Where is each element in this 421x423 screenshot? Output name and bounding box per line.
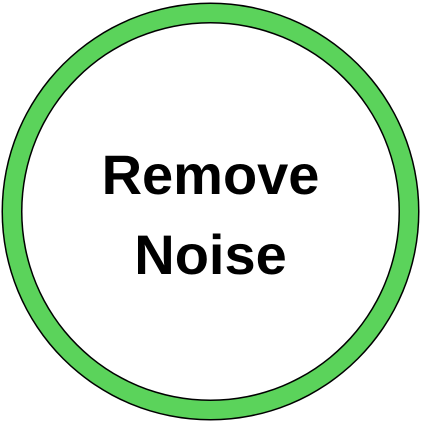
node-label-line-2: Noise [134, 222, 287, 286]
node-label-line-1: Remove [101, 142, 320, 206]
ring-interior [22, 23, 399, 400]
